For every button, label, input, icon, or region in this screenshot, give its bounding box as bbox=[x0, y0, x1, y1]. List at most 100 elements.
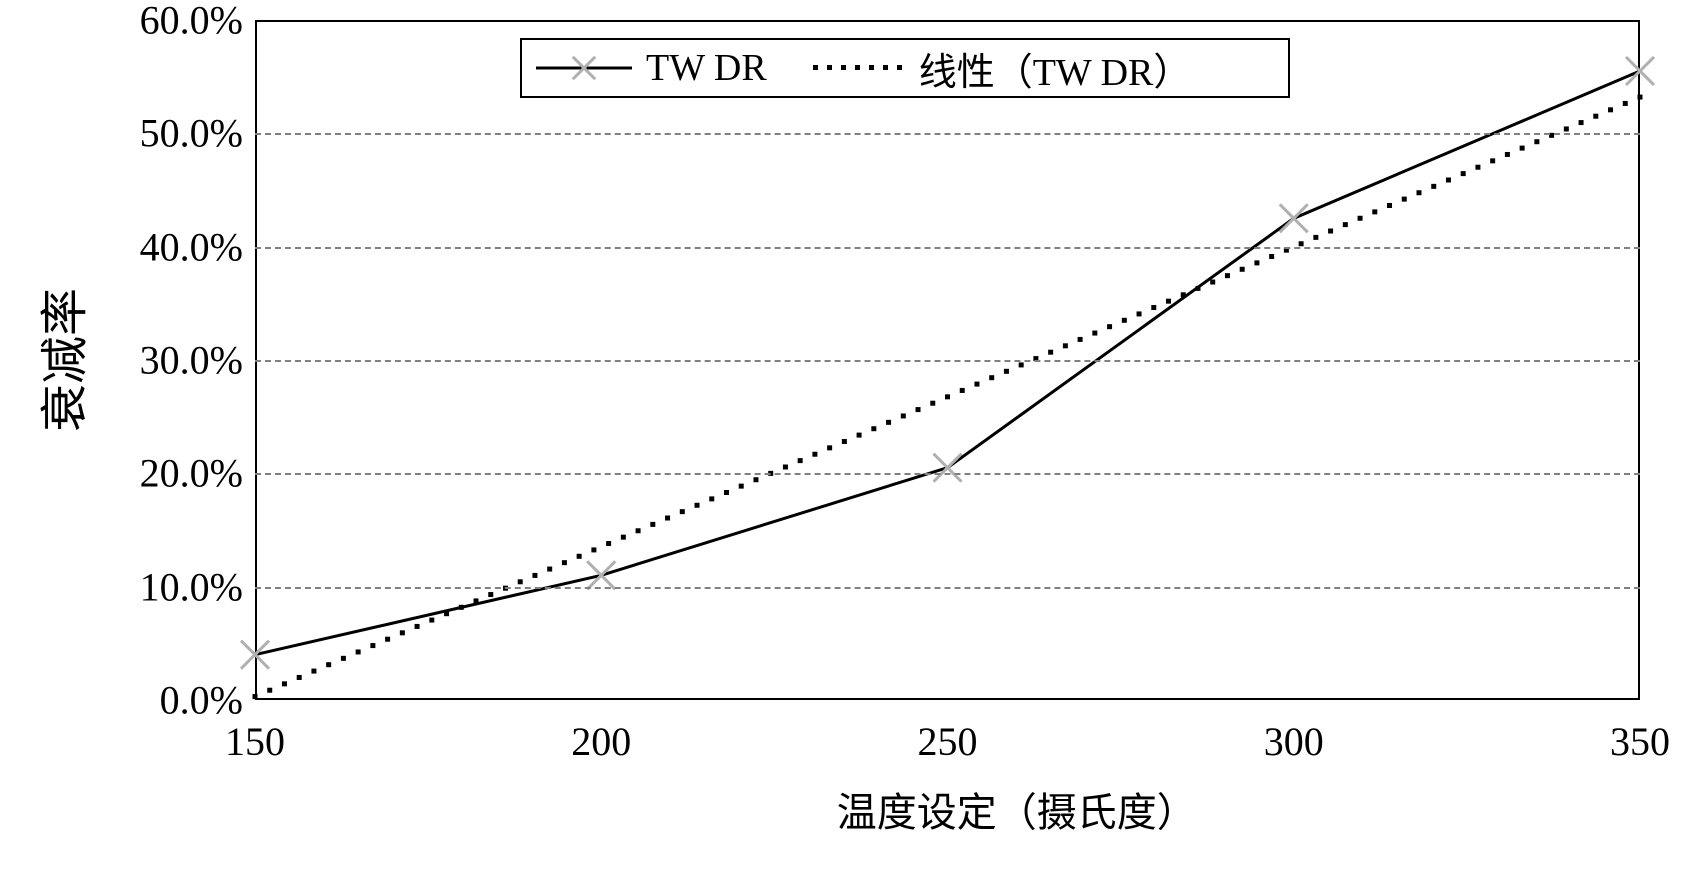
series-dot bbox=[1608, 107, 1613, 112]
series-dot bbox=[547, 567, 552, 572]
series-dot bbox=[930, 401, 935, 406]
series-dot bbox=[1564, 126, 1569, 131]
series-dot bbox=[370, 643, 375, 648]
series-dot bbox=[857, 433, 862, 438]
series-dot bbox=[459, 605, 464, 610]
series-dot bbox=[1579, 120, 1584, 125]
y-tick-label: 40.0% bbox=[140, 223, 243, 270]
series-dot bbox=[474, 598, 479, 603]
y-tick-label: 30.0% bbox=[140, 337, 243, 384]
series-dot bbox=[1328, 229, 1333, 234]
series-dot bbox=[415, 624, 420, 629]
x-tick-label: 300 bbox=[1264, 718, 1324, 765]
series-dot bbox=[886, 420, 891, 425]
series-dot bbox=[1638, 95, 1643, 100]
series-dot bbox=[945, 394, 950, 399]
series-dot bbox=[798, 458, 803, 463]
legend-swatch bbox=[809, 54, 905, 82]
series-dot bbox=[871, 426, 876, 431]
series-dot bbox=[1461, 171, 1466, 176]
series-dot bbox=[577, 554, 582, 559]
series-dot bbox=[1402, 197, 1407, 202]
x-axis-title: 温度设定（摄氏度） bbox=[837, 780, 1197, 838]
series-dot bbox=[1343, 222, 1348, 227]
series-dot bbox=[1240, 267, 1245, 272]
series-dot bbox=[591, 547, 596, 552]
series-dot bbox=[1195, 286, 1200, 291]
series-dot bbox=[695, 503, 700, 508]
series-dot bbox=[518, 579, 523, 584]
series-dot bbox=[562, 560, 567, 565]
series-dot bbox=[326, 662, 331, 667]
series-dot bbox=[783, 464, 788, 469]
series-dot bbox=[1505, 152, 1510, 157]
series-dot bbox=[812, 452, 817, 457]
series-dot bbox=[1151, 305, 1156, 310]
series-dot bbox=[444, 611, 449, 616]
series-dot bbox=[901, 413, 906, 418]
series-dot bbox=[297, 675, 302, 680]
series-dot bbox=[1004, 369, 1009, 374]
series-dot bbox=[842, 439, 847, 444]
series-dot bbox=[429, 618, 434, 623]
series-dot bbox=[636, 528, 641, 533]
series-dot bbox=[827, 445, 832, 450]
series-dot bbox=[1534, 139, 1539, 144]
series-dot bbox=[650, 522, 655, 527]
series-dot bbox=[341, 656, 346, 661]
legend-label: TW DR bbox=[646, 46, 767, 90]
series-dot bbox=[1372, 209, 1377, 214]
series-dot bbox=[1358, 216, 1363, 221]
series-dot bbox=[253, 694, 258, 699]
gridline bbox=[255, 133, 1640, 135]
series-dot bbox=[1431, 184, 1436, 189]
gridline bbox=[255, 247, 1640, 249]
series-dot bbox=[267, 688, 272, 693]
series-dot bbox=[1137, 311, 1142, 316]
series-dot bbox=[621, 535, 626, 540]
series-dot bbox=[1269, 254, 1274, 259]
series-dot bbox=[1416, 190, 1421, 195]
series-dot bbox=[1181, 292, 1186, 297]
legend-label: 线性（TW DR） bbox=[919, 41, 1192, 96]
series-dot bbox=[1313, 235, 1318, 240]
x-tick-label: 350 bbox=[1610, 718, 1670, 765]
series-dot bbox=[488, 592, 493, 597]
series-dot bbox=[724, 490, 729, 495]
legend-swatch bbox=[536, 54, 632, 82]
series-dot bbox=[1225, 273, 1230, 278]
series-dot bbox=[989, 375, 994, 380]
series-dot bbox=[1122, 318, 1127, 323]
y-tick-label: 10.0% bbox=[140, 563, 243, 610]
series-dot bbox=[606, 541, 611, 546]
series-dot bbox=[532, 573, 537, 578]
series-dot bbox=[1623, 101, 1628, 106]
legend-item: TW DR bbox=[536, 46, 767, 90]
series-dot bbox=[1387, 203, 1392, 208]
series-dot bbox=[1475, 165, 1480, 170]
series-dot bbox=[1254, 260, 1259, 265]
series-dot bbox=[1078, 337, 1083, 342]
series-dot bbox=[356, 649, 361, 654]
series-dot bbox=[665, 516, 670, 521]
series-line bbox=[255, 71, 1640, 655]
series-dot bbox=[1593, 114, 1598, 119]
series-dot bbox=[1107, 324, 1112, 329]
series-dot bbox=[1166, 299, 1171, 304]
legend-item: 线性（TW DR） bbox=[809, 41, 1192, 96]
y-tick-label: 20.0% bbox=[140, 450, 243, 497]
x-tick-label: 200 bbox=[571, 718, 631, 765]
y-tick-label: 50.0% bbox=[140, 110, 243, 157]
series-dot bbox=[974, 382, 979, 387]
gridline bbox=[255, 587, 1640, 589]
series-dot bbox=[1299, 241, 1304, 246]
y-tick-label: 0.0% bbox=[160, 677, 243, 724]
series-dot bbox=[1520, 146, 1525, 151]
series-dot bbox=[1092, 331, 1097, 336]
page: 衰减率 TW DR线性（TW DR） 温度设定（摄氏度） 0.0%10.0%20… bbox=[0, 0, 1695, 881]
series-dot bbox=[680, 509, 685, 514]
series-dot bbox=[739, 484, 744, 489]
series-dot bbox=[753, 477, 758, 482]
x-tick-label: 150 bbox=[225, 718, 285, 765]
series-dot bbox=[400, 630, 405, 635]
